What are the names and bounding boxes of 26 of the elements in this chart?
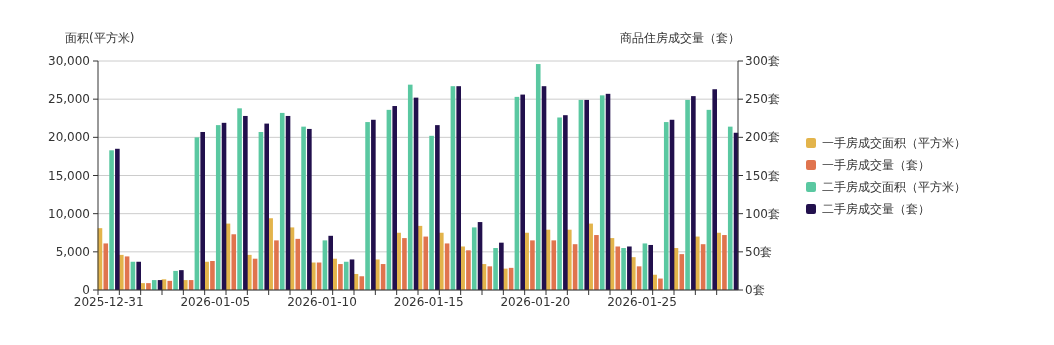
x-tick-label: 2026-01-15: [393, 295, 464, 309]
y-axis-title: 面积(平方米): [65, 31, 135, 45]
x-tick-label: 2026-01-25: [607, 295, 677, 309]
y2-tick-label: 200套: [745, 130, 780, 145]
y-tick-label: 25,000: [48, 92, 90, 107]
y-tick-label: 5,000: [55, 244, 90, 259]
y2-tick-label: 100套: [745, 206, 780, 221]
legend-label: 一手房成交量（套）: [822, 158, 930, 172]
y-tick-label: 0: [82, 283, 90, 297]
x-tick-label: 2026-01-10: [287, 295, 357, 309]
y-tick-label: 20,000: [48, 130, 90, 145]
x-tick-label: 2026-01-20: [500, 295, 571, 309]
y-tick-label: 30,000: [48, 54, 90, 68]
y2-axis-title: 商品住房成交量（套）: [620, 31, 740, 45]
y-tick-label: 15,000: [48, 168, 90, 183]
legend-label: 二手房成交面积（平方米）: [822, 180, 966, 194]
legend-label: 二手房成交量（套）: [822, 202, 930, 216]
y-tick-label: 10,000: [48, 206, 90, 221]
y2-tick-label: 250套: [745, 92, 780, 107]
y2-tick-label: 50套: [745, 244, 773, 259]
y2-tick-label: 300套: [745, 54, 780, 68]
y2-tick-label: 150套: [745, 168, 780, 183]
legend-label: 一手房成交面积（平方米）: [822, 136, 966, 150]
x-tick-label: 2025-12-31: [73, 295, 144, 309]
y2-tick-label: 0套: [745, 283, 765, 297]
x-tick-label: 2026-01-05: [180, 295, 251, 309]
